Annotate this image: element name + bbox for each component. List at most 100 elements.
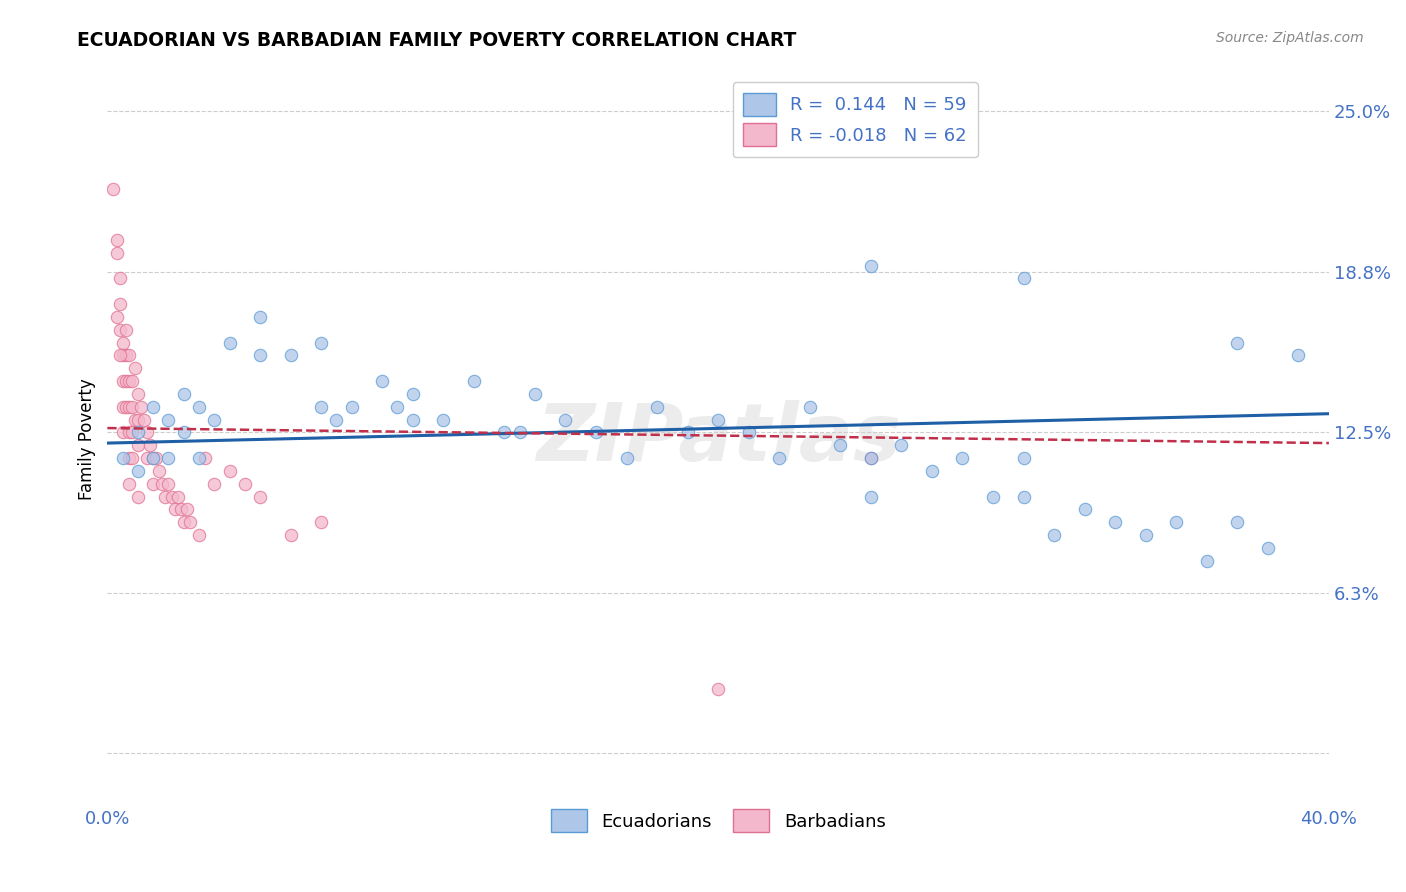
Point	[554, 412, 576, 426]
Point	[108, 348, 131, 362]
Point	[170, 502, 193, 516]
Point	[707, 682, 730, 697]
Point	[114, 374, 136, 388]
Point	[585, 425, 607, 440]
Point	[155, 490, 177, 504]
Point	[114, 400, 136, 414]
Point	[371, 374, 394, 388]
Point	[676, 425, 699, 440]
Point	[523, 387, 546, 401]
Point	[108, 323, 131, 337]
Point	[121, 425, 143, 440]
Point	[309, 516, 332, 530]
Legend: Ecuadorians, Barbadians: Ecuadorians, Barbadians	[543, 802, 893, 839]
Point	[1286, 348, 1309, 362]
Point	[124, 361, 146, 376]
Point	[179, 516, 201, 530]
Point	[127, 425, 149, 440]
Point	[121, 451, 143, 466]
Point	[1226, 335, 1249, 350]
Point	[118, 425, 141, 440]
Point	[737, 425, 759, 440]
Point	[616, 451, 638, 466]
Point	[163, 502, 186, 516]
Point	[150, 476, 173, 491]
Point	[121, 374, 143, 388]
Point	[127, 438, 149, 452]
Point	[194, 451, 217, 466]
Point	[111, 451, 134, 466]
Point	[129, 400, 152, 414]
Point	[166, 490, 188, 504]
Point	[249, 310, 271, 324]
Point	[127, 412, 149, 426]
Point	[202, 412, 225, 426]
Point	[1043, 528, 1066, 542]
Point	[118, 400, 141, 414]
Point	[173, 516, 195, 530]
Point	[176, 502, 198, 516]
Point	[325, 412, 347, 426]
Point	[118, 451, 141, 466]
Point	[142, 451, 165, 466]
Point	[142, 476, 165, 491]
Point	[127, 387, 149, 401]
Point	[921, 464, 943, 478]
Point	[830, 438, 852, 452]
Text: ZIPatlas: ZIPatlas	[536, 400, 901, 478]
Point	[139, 438, 162, 452]
Point	[1135, 528, 1157, 542]
Point	[280, 348, 302, 362]
Point	[118, 476, 141, 491]
Point	[145, 451, 167, 466]
Point	[494, 425, 516, 440]
Point	[108, 271, 131, 285]
Point	[111, 400, 134, 414]
Point	[249, 490, 271, 504]
Point	[249, 348, 271, 362]
Point	[157, 451, 180, 466]
Point	[233, 476, 256, 491]
Point	[340, 400, 363, 414]
Point	[124, 412, 146, 426]
Point	[127, 464, 149, 478]
Point	[309, 335, 332, 350]
Point	[402, 412, 425, 426]
Point	[136, 451, 159, 466]
Point	[105, 310, 128, 324]
Point	[859, 451, 882, 466]
Point	[1073, 502, 1095, 516]
Point	[280, 528, 302, 542]
Point	[142, 451, 165, 466]
Point	[142, 400, 165, 414]
Y-axis label: Family Poverty: Family Poverty	[79, 378, 96, 500]
Point	[707, 412, 730, 426]
Point	[160, 490, 183, 504]
Point	[121, 400, 143, 414]
Text: ECUADORIAN VS BARBADIAN FAMILY POVERTY CORRELATION CHART: ECUADORIAN VS BARBADIAN FAMILY POVERTY C…	[77, 31, 797, 50]
Point	[108, 297, 131, 311]
Point	[118, 374, 141, 388]
Point	[799, 400, 821, 414]
Point	[768, 451, 790, 466]
Point	[105, 233, 128, 247]
Point	[859, 490, 882, 504]
Point	[111, 425, 134, 440]
Point	[218, 335, 240, 350]
Point	[188, 400, 211, 414]
Point	[114, 323, 136, 337]
Point	[1012, 451, 1035, 466]
Point	[103, 181, 125, 195]
Point	[218, 464, 240, 478]
Point	[1226, 516, 1249, 530]
Point	[118, 348, 141, 362]
Point	[1104, 516, 1126, 530]
Point	[952, 451, 974, 466]
Point	[148, 464, 170, 478]
Point	[111, 348, 134, 362]
Point	[645, 400, 668, 414]
Point	[432, 412, 454, 426]
Text: Source: ZipAtlas.com: Source: ZipAtlas.com	[1216, 31, 1364, 45]
Point	[1166, 516, 1188, 530]
Point	[136, 425, 159, 440]
